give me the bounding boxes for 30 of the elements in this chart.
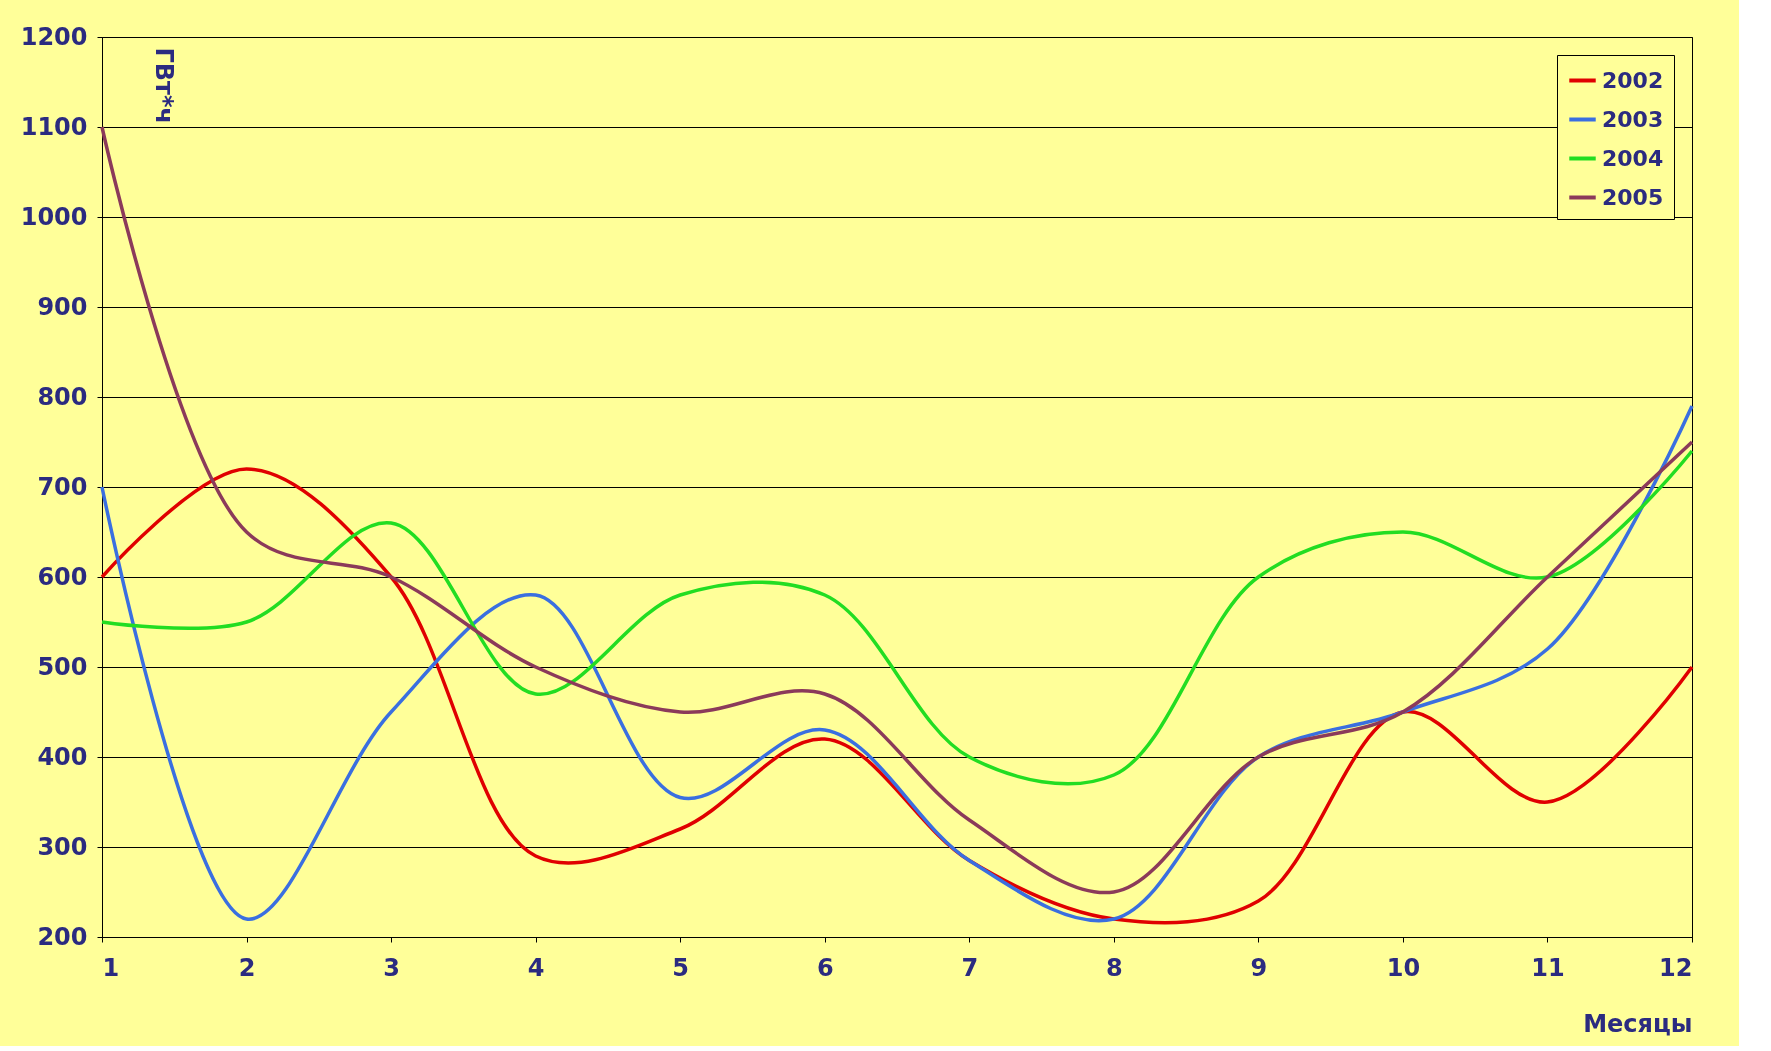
y-tick-label: 700 <box>37 472 88 501</box>
y-tick-label: 800 <box>37 382 88 411</box>
x-tick-label: 1 <box>102 953 120 982</box>
x-tick-label: 6 <box>816 953 834 982</box>
x-tick-label: 10 <box>1386 953 1421 982</box>
x-tick-label: 4 <box>527 953 545 982</box>
legend-label: 2005 <box>1602 184 1664 210</box>
y-tick-label: 400 <box>37 742 88 771</box>
x-tick-label: 7 <box>961 953 979 982</box>
x-tick-label: 3 <box>383 953 400 982</box>
legend-label: 2004 <box>1602 145 1664 171</box>
x-tick-label: 8 <box>1105 953 1123 982</box>
y-tick-label: 1200 <box>20 22 88 51</box>
y-tick-label: 300 <box>37 832 88 861</box>
x-axis-title: Месяцы <box>1583 1009 1693 1038</box>
x-tick-label: 9 <box>1250 953 1268 982</box>
x-tick-label: 2 <box>238 953 256 982</box>
y-tick-label: 1000 <box>20 202 88 231</box>
y-tick-label: 1100 <box>20 112 88 141</box>
legend-label: 2002 <box>1602 67 1664 93</box>
line-series <box>100 125 1694 894</box>
x-tick-label: 11 <box>1531 953 1565 982</box>
y-tick-label: 200 <box>37 922 88 951</box>
y-tick-label: 500 <box>37 652 88 681</box>
y-axis-title: ГВт*ч <box>149 47 178 125</box>
y-tick-label: 900 <box>37 292 88 321</box>
x-tick-label: 5 <box>672 953 690 982</box>
x-tick-label: 12 <box>1659 953 1693 982</box>
legend-label: 2003 <box>1602 106 1664 132</box>
y-tick-label: 600 <box>37 562 88 591</box>
